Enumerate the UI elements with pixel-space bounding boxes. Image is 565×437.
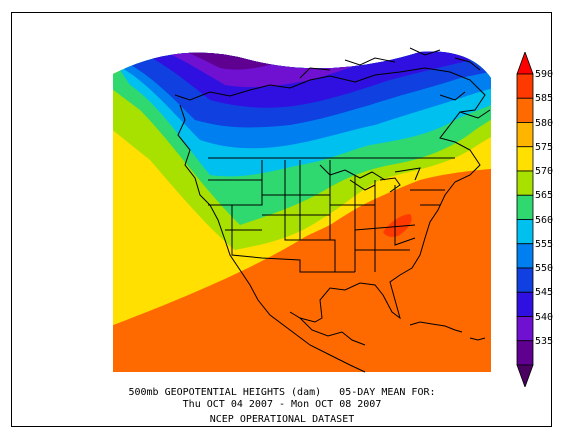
colorbar-label-550: 550: [535, 263, 554, 274]
colorbar-swatch-545: [516, 291, 534, 317]
colorbar-swatch-590: [516, 73, 534, 99]
colorbar-label-540: 540: [535, 311, 554, 323]
colorbar-label-575: 575: [535, 141, 554, 153]
colorbar-swatch-580: [516, 122, 534, 148]
colorbar-swatch-570: [516, 170, 534, 196]
colorbar-swatch-575: [516, 146, 534, 172]
colorbar-label-570: 570: [535, 166, 554, 177]
colorbar-label-580: 580: [535, 117, 554, 129]
colorbar-bottom-arrow: [516, 364, 534, 387]
colorbar-label-590: 590: [535, 69, 554, 80]
colorbar-label-585: 585: [535, 93, 554, 105]
plot-frame: [11, 12, 552, 427]
caption-line-3: NCEP OPERATIONAL DATASET: [210, 414, 355, 425]
colorbar-label-565: 565: [535, 190, 554, 202]
colorbar-swatch-540: [516, 316, 534, 342]
colorbar-scale: [516, 52, 534, 387]
colorbar-label-545: 545: [535, 287, 554, 299]
colorbar-top-arrow: [516, 52, 534, 75]
colorbar-label-555: 555: [535, 238, 554, 250]
contour-590: [383, 214, 412, 237]
colorbar-swatch-585: [516, 97, 534, 123]
colorbar-label-560: 560: [535, 214, 554, 226]
colorbar-swatch-560: [516, 219, 534, 245]
colorbar-legend: 590 585 580 575 570 565 560 555 550 545 540 535: [516, 52, 564, 387]
colorbar-swatch-565: [516, 194, 534, 220]
caption-line-1: 500mb GEOPOTENTIAL HEIGHTS (dam) 05-DAY …: [128, 387, 435, 398]
colorbar-swatch-535: [516, 340, 534, 366]
caption-line-2: Thu OCT 04 2007 - Mon OCT 08 2007: [183, 399, 382, 410]
colorbar-swatch-555: [516, 243, 534, 269]
colorbar-swatch-550: [516, 267, 534, 293]
colorbar-label-535: 535: [535, 335, 554, 347]
coastlines-and-borders: [174, 47, 491, 373]
